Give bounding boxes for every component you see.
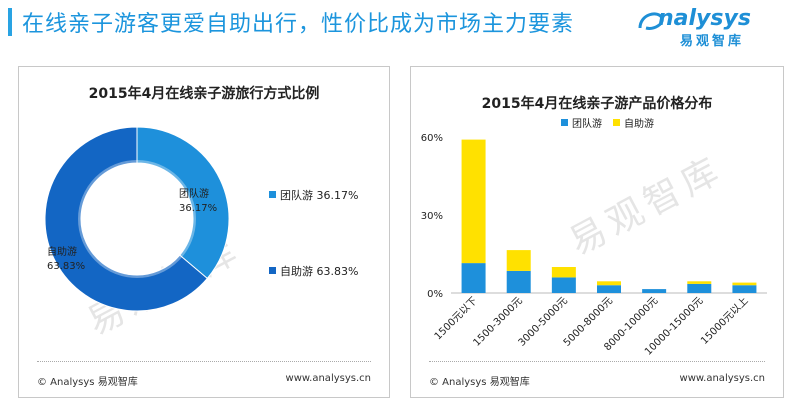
analysys-logo: nalysys 易观智库 [636, 6, 776, 49]
footer-copyright-right: © Analysys 易观智库 [429, 377, 530, 388]
donut-slice-value-0: 36.17% [179, 203, 217, 214]
donut-slice-value-1: 63.83% [47, 261, 85, 272]
bar-legend-label-1: 自助游 [624, 119, 654, 130]
donut-slice-label-0: 团队游 [179, 187, 209, 200]
logo-swoosh-icon [638, 12, 664, 30]
bar-team-3 [597, 285, 621, 293]
x-tick-label-0: 1500元以下 [433, 295, 480, 342]
bar-self-5 [687, 281, 712, 284]
bar-team-2 [551, 277, 576, 293]
footer-url-right: www.analysys.cn [679, 373, 765, 384]
bar-legend-item-1: 自助游 [613, 115, 654, 130]
footer-copyright-left: © Analysys 易观智库 [37, 377, 138, 388]
donut-chart: 团队游 36.17% 自助游 63.83% [44, 126, 230, 312]
footer-divider-left [37, 361, 371, 362]
bar-self-3 [597, 281, 621, 286]
y-tick-label-2: 60% [421, 133, 443, 144]
logo-cn: 易观智库 [680, 34, 745, 49]
logo-word: nalysys [658, 6, 751, 31]
donut-legend-label-0: 团队游 36.17% [280, 189, 359, 202]
footer-url-left: www.analysys.cn [285, 373, 371, 384]
bar-chart-panel: 2015年4月在线亲子游产品价格分布 易观智库 团队游 自助游 0% 30% 60% 1… [410, 66, 784, 398]
bar-chart: 0%30%60%1500元以下1500-3000元3000-5000元5000-… [421, 133, 767, 357]
bar-legend-item-0: 团队游 [561, 115, 602, 130]
page-title: 在线亲子游客更爱自助出行，性价比成为市场主力要素 [22, 12, 575, 37]
bar-team-4 [642, 289, 667, 293]
bar-team-5 [687, 283, 712, 293]
donut-slice-0 [136, 126, 230, 280]
bar-chart-title: 2015年4月在线亲子游产品价格分布 [481, 96, 713, 112]
bar-team-1 [506, 270, 531, 293]
y-tick-label-0: 0% [427, 289, 443, 300]
y-tick-label-1: 30% [421, 211, 443, 222]
donut-chart-panel: 2015年4月在线亲子游旅行方式比例 易观智库 团队游36.17%自助游63.8… [18, 66, 390, 398]
bar-self-2 [551, 267, 576, 278]
bar-legend-label-0: 团队游 [572, 119, 602, 130]
bar-legend-swatch-1 [613, 119, 620, 126]
donut-slice-1 [44, 126, 208, 312]
title-accent-bar [8, 8, 12, 36]
donut-legend-item-1: 自助游 63.83% [269, 263, 358, 279]
bar-team-0 [461, 263, 486, 293]
donut-inner-ring [78, 160, 196, 278]
donut-legend-label-1: 自助游 63.83% [280, 265, 359, 278]
bar-team-6 [732, 285, 757, 293]
bar-self-1 [506, 250, 531, 271]
bar-self-0 [461, 139, 486, 264]
donut-chart-title: 2015年4月在线亲子游旅行方式比例 [88, 86, 320, 102]
donut-legend-item-0: 团队游 36.17% [269, 187, 358, 203]
donut-legend-swatch-0 [269, 191, 276, 198]
donut-slice-label-1: 自助游 [47, 245, 77, 258]
bar-legend-swatch-0 [561, 119, 568, 126]
bar-self-6 [732, 282, 757, 286]
footer-divider-right [429, 361, 765, 362]
x-tick-label-6: 15000元以上 [698, 295, 750, 347]
donut-legend-swatch-1 [269, 267, 276, 274]
